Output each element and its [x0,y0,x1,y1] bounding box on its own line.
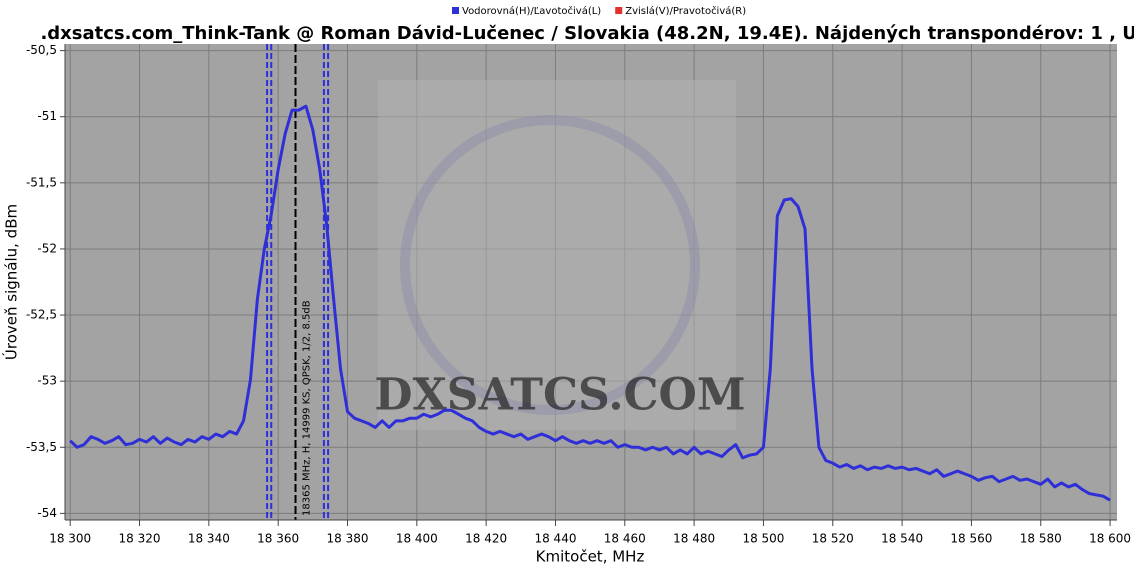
x-tick-label: 18 400 [396,532,438,546]
legend-swatch [615,7,623,14]
x-tick-label: 18 540 [881,532,923,546]
transponder-label: 18365 MHz, H, 14999 KS, QPSK, 1/2, 8.5dB [302,300,313,516]
x-tick-label: 18 380 [326,532,368,546]
x-tick-label: 18 320 [119,532,161,546]
x-tick-label: 18 480 [673,532,715,546]
chart-title: .dxsatcs.com_Think-Tank @ Roman Dávid-Lu… [40,23,1134,44]
y-tick-label: -53 [37,374,57,388]
watermark-ring [400,115,700,415]
y-tick-label: -51,5 [26,175,57,189]
x-tick-label: 18 500 [742,532,784,546]
x-axis-label: Kmitočet, MHz [536,548,645,566]
x-tick-label: 18 560 [950,532,992,546]
y-tick-label: -50,5 [26,43,57,57]
x-tick-label: 18 580 [1020,532,1062,546]
legend-swatch [452,7,459,14]
y-tick-label: -52,5 [26,308,57,322]
legend-label: Vodorovná(H)/Ľavotočivá(L) [462,5,601,17]
x-tick-label: 18 420 [465,532,507,546]
watermark-panel [378,80,736,430]
x-tick-label: 18 440 [534,532,576,546]
series-line [69,104,1111,502]
x-tick-label: 18 520 [812,532,854,546]
y-tick-label: -51 [37,109,57,123]
x-tick-label: 18 360 [257,532,299,546]
y-tick-label: -54 [37,506,57,520]
legend-label: Zvislá(V)/Pravotočivá(R) [625,5,746,17]
x-tick-label: 18 600 [1089,532,1131,546]
x-tick-label: 18 340 [188,532,230,546]
watermark-text: DXSATCS.COM [374,370,745,421]
y-tick-label: -53,5 [26,440,57,454]
x-tick-label: 18 460 [604,532,646,546]
y-tick-label: -52 [37,241,57,255]
y-axis-label: Úroveň signálu, dBm [2,204,21,360]
x-tick-label: 18 300 [49,532,91,546]
